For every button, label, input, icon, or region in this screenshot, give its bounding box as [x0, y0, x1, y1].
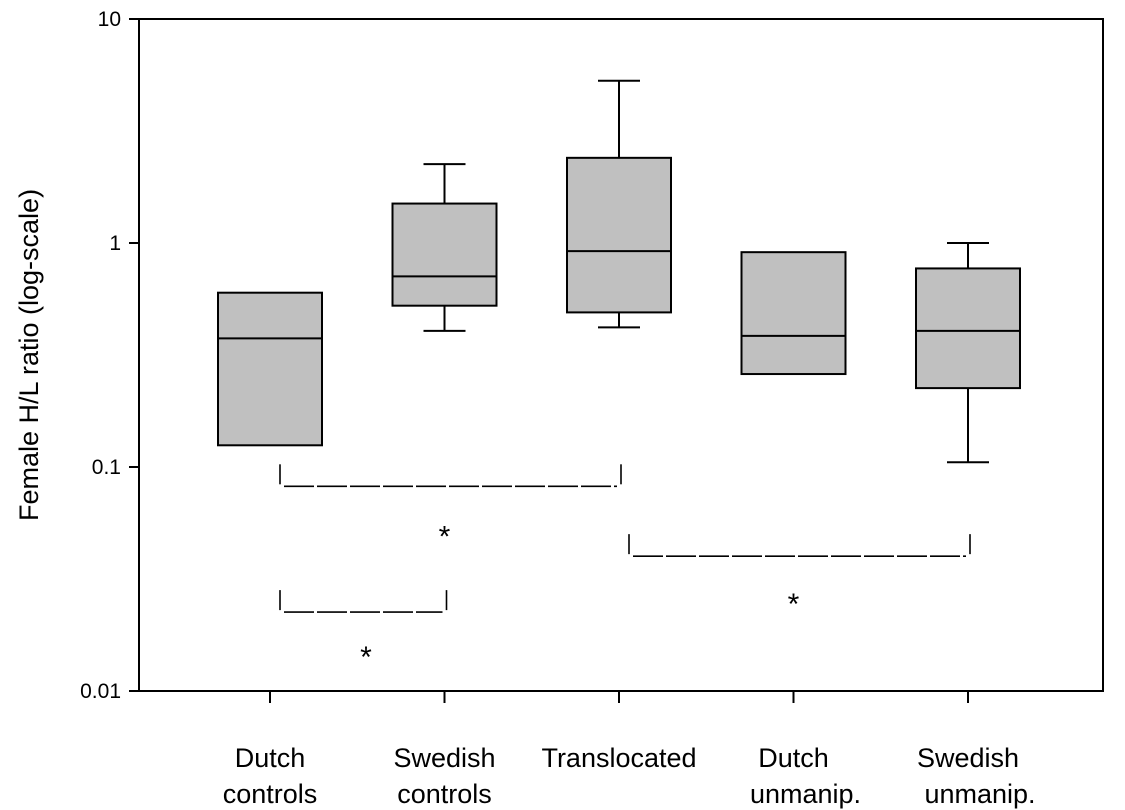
- significance-bracket-1: *: [628, 534, 971, 621]
- x-category-label: unmanip.: [924, 779, 1035, 809]
- significance-bracket-2: *: [279, 590, 448, 674]
- x-axis: Dutch controls Swedish controls Translocated…: [223, 691, 1036, 809]
- significance-brackets: * * *: [279, 464, 971, 674]
- box-iqr: [391, 202, 498, 307]
- y-axis: 0.01 0.1 1 10: [80, 8, 139, 703]
- x-category-label: Swedish: [917, 743, 1019, 773]
- y-axis-title: Female H/L ratio (log-scale): [14, 189, 44, 521]
- box-iqr: [566, 156, 672, 314]
- x-category-label: controls: [397, 779, 492, 809]
- box-4: [915, 242, 1021, 464]
- plot-area-frame: [138, 18, 1104, 692]
- x-category-label: unmanip.: [750, 779, 861, 809]
- box-3: [740, 251, 847, 376]
- box-1: [391, 163, 498, 332]
- x-category-label: controls: [223, 779, 318, 809]
- box-iqr: [740, 251, 847, 376]
- x-category-label: Dutch: [758, 743, 829, 773]
- box-2: [566, 79, 672, 329]
- x-category-label: Dutch: [235, 743, 306, 773]
- significance-star: *: [439, 520, 451, 553]
- y-tick-label: 1: [109, 232, 121, 255]
- y-tick-label: 10: [98, 8, 121, 31]
- y-tick-label: 0.1: [92, 456, 121, 479]
- x-category-label: Translocated: [541, 743, 696, 773]
- significance-star: *: [788, 588, 800, 621]
- significance-bracket-0: *: [279, 464, 622, 553]
- significance-star: *: [360, 641, 372, 674]
- box-iqr: [217, 291, 323, 447]
- x-category-label: Swedish: [393, 743, 495, 773]
- boxes: [217, 79, 1021, 464]
- y-tick-label: 0.01: [80, 680, 121, 703]
- box-iqr: [915, 267, 1021, 390]
- box-0: [217, 291, 323, 447]
